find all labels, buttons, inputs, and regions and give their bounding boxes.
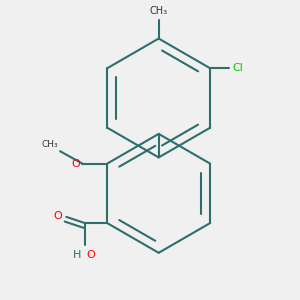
Text: Cl: Cl [232,63,243,73]
Text: O: O [86,250,95,260]
Text: H: H [73,250,81,260]
Text: CH₃: CH₃ [41,140,58,149]
Text: CH₃: CH₃ [150,6,168,16]
Text: O: O [54,211,63,220]
Text: O: O [71,159,80,169]
